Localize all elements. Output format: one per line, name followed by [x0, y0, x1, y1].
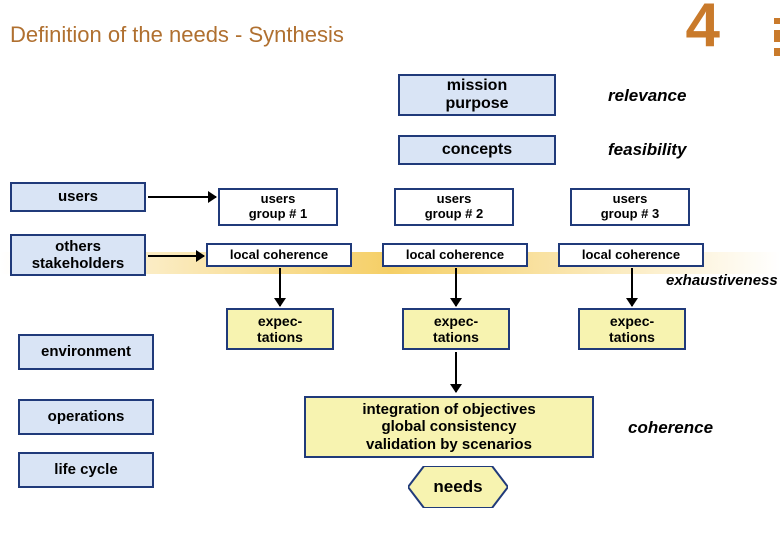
box-lc3: local coherence [558, 243, 704, 267]
arrow-down-0 [279, 268, 281, 306]
arrow-down-1 [455, 268, 457, 306]
section-number: 4 [686, 0, 720, 61]
arrow-right-1 [148, 255, 204, 257]
box-lc2: local coherence [382, 243, 528, 267]
label-coherence: coherence [628, 418, 713, 438]
box-life: life cycle [18, 452, 154, 488]
box-env: environment [18, 334, 154, 370]
box-integ: integration of objectives global consist… [304, 396, 594, 458]
box-concepts: concepts [398, 135, 556, 165]
label-relevance: relevance [608, 86, 686, 106]
label-feasibility: feasibility [608, 140, 686, 160]
label-exhaustiveness: exhaustiveness [666, 272, 778, 289]
box-ex1: expec- tations [226, 308, 334, 350]
box-ug3: users group # 3 [570, 188, 690, 226]
box-mission: mission purpose [398, 74, 556, 116]
logo-bar-1 [774, 18, 780, 24]
arrow-down-3 [455, 352, 457, 392]
box-ug1: users group # 1 [218, 188, 338, 226]
arrow-right-0 [148, 196, 216, 198]
logo-bar-2 [774, 30, 780, 42]
needs-label: needs [433, 477, 482, 497]
box-lc1: local coherence [206, 243, 352, 267]
box-others: others stakeholders [10, 234, 146, 276]
box-ex3: expec- tations [578, 308, 686, 350]
needs-hexagon: needs [408, 466, 508, 508]
box-ug2: users group # 2 [394, 188, 514, 226]
logo-bar-3 [774, 48, 780, 56]
box-ops: operations [18, 399, 154, 435]
box-users: users [10, 182, 146, 212]
box-ex2: expec- tations [402, 308, 510, 350]
page-title: Definition of the needs - Synthesis [10, 22, 344, 48]
arrow-down-2 [631, 268, 633, 306]
